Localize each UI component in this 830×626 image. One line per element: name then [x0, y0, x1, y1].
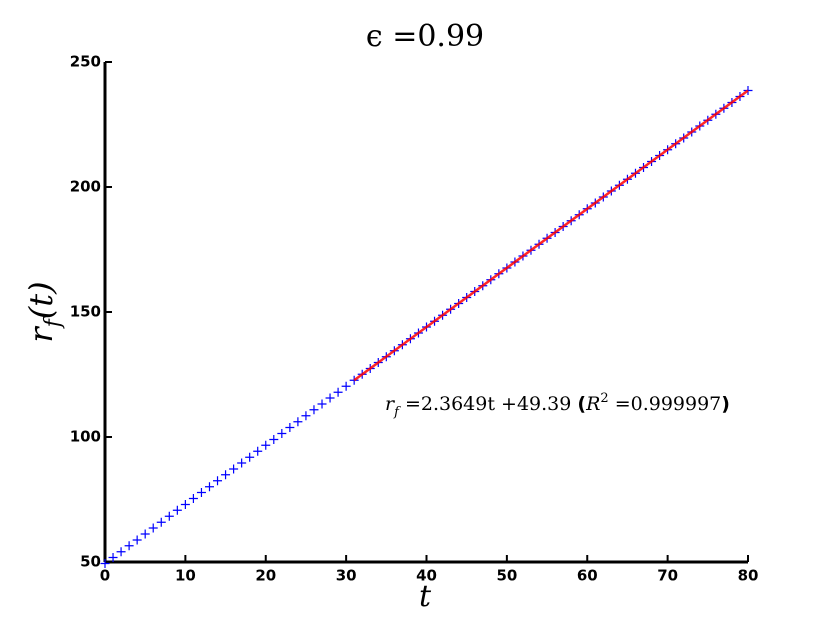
marker: [285, 423, 295, 432]
marker: [325, 393, 335, 403]
marker: [309, 405, 319, 415]
x-tick-label: 10: [175, 567, 196, 585]
marker: [108, 553, 118, 562]
x-tick-label: 40: [416, 567, 437, 585]
marker: [277, 429, 287, 438]
fit-line: [353, 89, 749, 382]
marker: [140, 529, 150, 539]
x-tick-label: 80: [738, 567, 759, 585]
y-tick-label: 200: [70, 178, 101, 196]
annotation-part: 2: [600, 391, 608, 406]
marker: [164, 511, 174, 521]
x-tick-label: 0: [100, 567, 110, 585]
marker: [317, 399, 327, 409]
marker: [156, 517, 166, 527]
marker: [341, 381, 351, 391]
annotation-part: (: [577, 393, 586, 415]
y-label-part: (t): [22, 281, 60, 319]
annotation-part: r: [385, 393, 396, 415]
fit-annotation: rf =2.3649t +49.39 (R2 =0.999997): [385, 391, 730, 420]
annotation-part: ): [721, 393, 730, 415]
annotation-part: R: [585, 393, 600, 415]
y-label-part: r: [22, 326, 60, 343]
marker: [116, 547, 126, 557]
marker: [245, 452, 255, 462]
x-tick-label: 30: [336, 567, 357, 585]
marker: [293, 417, 303, 427]
x-tick-label: 20: [255, 567, 276, 585]
y-tick-label: 50: [80, 553, 101, 571]
marker: [188, 494, 198, 503]
marker: [253, 446, 263, 456]
annotation-part: =0.999997: [609, 393, 722, 415]
marker: [229, 464, 239, 474]
marker: [172, 505, 182, 515]
x-tick-label: 50: [496, 567, 517, 585]
marker: [180, 500, 190, 509]
y-axis-label: rf(t): [22, 281, 66, 342]
marker: [148, 523, 158, 533]
x-tick-label: 60: [577, 567, 598, 585]
marker: [213, 476, 223, 486]
chart-title: ϵ =0.99: [366, 19, 484, 54]
x-axis-label: t: [419, 579, 432, 614]
marker: [237, 458, 247, 468]
marker: [221, 470, 231, 480]
marker: [333, 387, 343, 397]
marker: [100, 559, 110, 568]
y-tick-label: 150: [70, 303, 101, 321]
marker: [124, 541, 134, 551]
marker: [132, 535, 142, 545]
y-tick-label: 250: [70, 53, 101, 71]
marker: [261, 440, 271, 450]
y-tick-label: 100: [70, 428, 101, 446]
marker: [196, 488, 206, 497]
marker: [269, 435, 279, 444]
x-tick-label: 70: [657, 567, 678, 585]
marker: [204, 482, 214, 492]
annotation-part: f: [393, 405, 401, 420]
annotation-part: =2.3649t +49.39: [399, 393, 577, 415]
marker: [301, 411, 311, 421]
